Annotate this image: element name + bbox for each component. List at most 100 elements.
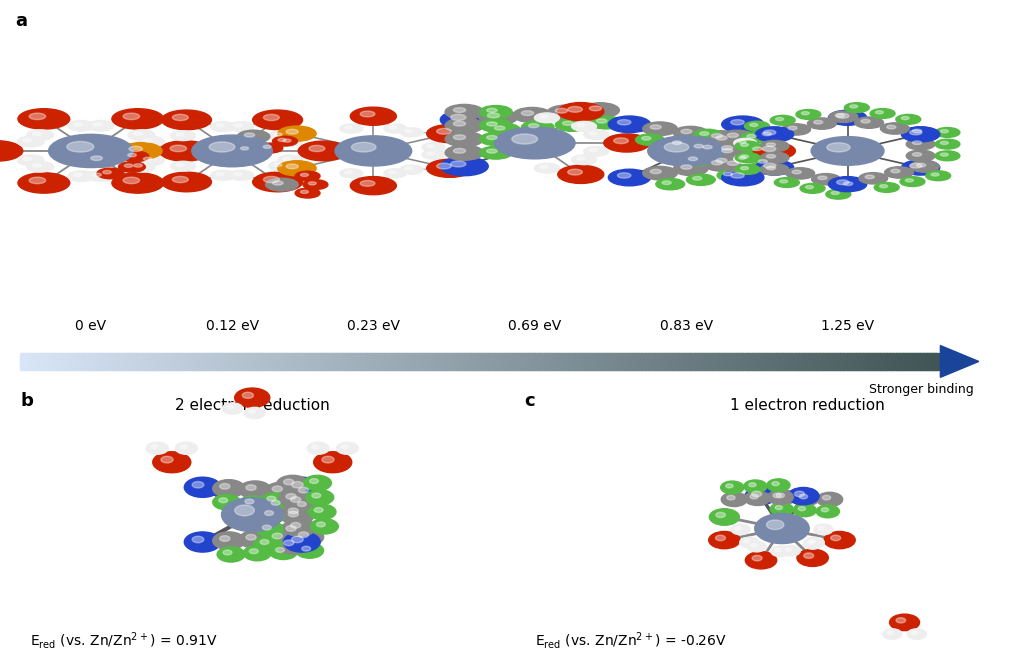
- Bar: [412, 353, 416, 370]
- Bar: [461, 353, 465, 370]
- Bar: [207, 353, 211, 370]
- Bar: [834, 353, 838, 370]
- Bar: [571, 353, 575, 370]
- Circle shape: [268, 162, 294, 171]
- Circle shape: [693, 129, 722, 140]
- Circle shape: [739, 140, 746, 143]
- Circle shape: [176, 133, 184, 136]
- Circle shape: [741, 167, 749, 169]
- Circle shape: [220, 536, 230, 542]
- Bar: [731, 353, 735, 370]
- Circle shape: [383, 124, 407, 133]
- Circle shape: [935, 151, 960, 161]
- Bar: [932, 353, 936, 370]
- Circle shape: [745, 121, 770, 131]
- Circle shape: [400, 165, 423, 174]
- Circle shape: [589, 149, 597, 152]
- Bar: [920, 353, 924, 370]
- Circle shape: [771, 546, 790, 557]
- Circle shape: [272, 136, 298, 146]
- Bar: [32, 353, 36, 370]
- Circle shape: [910, 130, 922, 135]
- Bar: [645, 353, 649, 370]
- Bar: [877, 353, 881, 370]
- Bar: [816, 353, 820, 370]
- Circle shape: [865, 175, 875, 179]
- Bar: [157, 353, 162, 370]
- Circle shape: [714, 143, 749, 156]
- Bar: [681, 353, 685, 370]
- Bar: [541, 353, 545, 370]
- Circle shape: [213, 495, 240, 510]
- Circle shape: [780, 180, 788, 183]
- Circle shape: [213, 532, 245, 549]
- Circle shape: [513, 107, 551, 122]
- Circle shape: [284, 139, 291, 142]
- Circle shape: [775, 506, 783, 510]
- Circle shape: [239, 481, 271, 498]
- Bar: [341, 353, 346, 370]
- Bar: [284, 353, 288, 370]
- Circle shape: [223, 550, 232, 555]
- Bar: [929, 353, 933, 370]
- Circle shape: [242, 392, 253, 399]
- Bar: [917, 353, 921, 370]
- Circle shape: [793, 504, 816, 516]
- Circle shape: [277, 138, 286, 142]
- Bar: [253, 353, 257, 370]
- Circle shape: [716, 158, 727, 163]
- Circle shape: [244, 407, 265, 418]
- Circle shape: [134, 132, 142, 136]
- Circle shape: [211, 170, 235, 180]
- Bar: [538, 353, 542, 370]
- Bar: [293, 353, 297, 370]
- Circle shape: [688, 142, 716, 153]
- Circle shape: [747, 134, 756, 138]
- Bar: [488, 353, 492, 370]
- Circle shape: [666, 138, 695, 150]
- Circle shape: [275, 547, 285, 552]
- Circle shape: [821, 508, 828, 512]
- Bar: [458, 353, 462, 370]
- Bar: [559, 353, 563, 370]
- Bar: [562, 353, 566, 370]
- Circle shape: [143, 138, 152, 142]
- Circle shape: [753, 147, 762, 151]
- Circle shape: [608, 169, 651, 186]
- Circle shape: [818, 526, 824, 530]
- Circle shape: [227, 405, 233, 409]
- Circle shape: [445, 118, 483, 133]
- Circle shape: [826, 143, 851, 152]
- Circle shape: [122, 151, 149, 162]
- Bar: [630, 353, 634, 370]
- Bar: [708, 353, 713, 370]
- Circle shape: [844, 182, 853, 185]
- Bar: [862, 353, 866, 370]
- Bar: [825, 353, 829, 370]
- Circle shape: [181, 445, 188, 449]
- Bar: [375, 353, 379, 370]
- Bar: [277, 353, 282, 370]
- Circle shape: [824, 532, 856, 549]
- Circle shape: [708, 532, 740, 549]
- Text: a: a: [15, 12, 27, 30]
- Circle shape: [258, 143, 283, 153]
- Bar: [507, 353, 511, 370]
- Circle shape: [672, 141, 681, 144]
- Circle shape: [161, 456, 174, 463]
- Circle shape: [209, 142, 235, 152]
- Circle shape: [760, 164, 789, 175]
- Bar: [216, 353, 220, 370]
- Bar: [500, 353, 504, 370]
- Circle shape: [284, 158, 291, 160]
- Circle shape: [234, 124, 242, 127]
- Circle shape: [87, 171, 114, 181]
- Circle shape: [262, 525, 271, 530]
- Bar: [256, 353, 260, 370]
- Circle shape: [137, 136, 164, 147]
- Bar: [415, 353, 419, 370]
- Circle shape: [752, 555, 762, 561]
- Bar: [886, 353, 890, 370]
- Circle shape: [618, 173, 631, 178]
- Bar: [70, 353, 74, 370]
